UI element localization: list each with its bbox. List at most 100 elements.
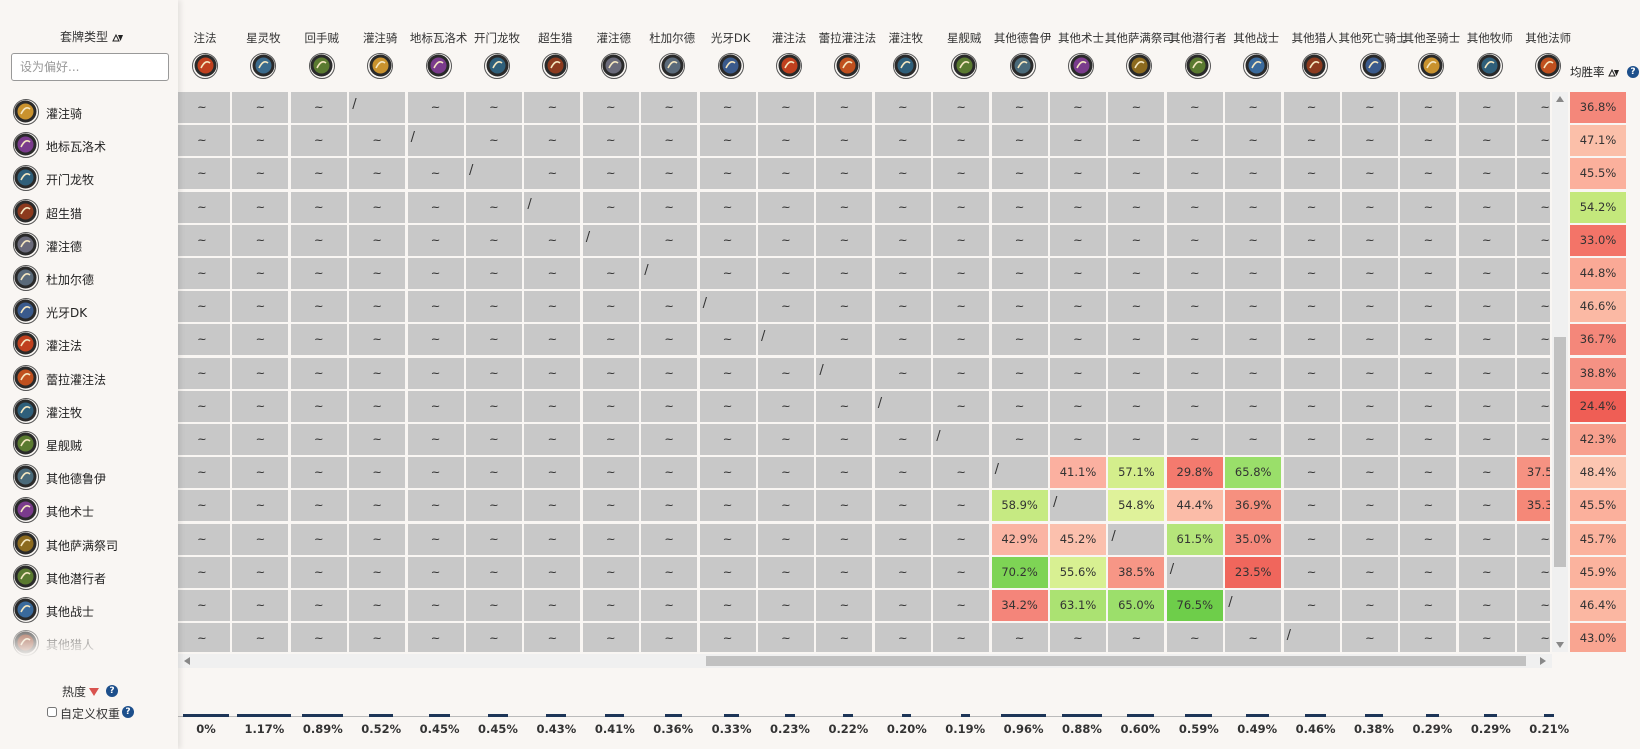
column-header[interactable]: 其他术士 bbox=[1052, 0, 1110, 88]
matchup-cell[interactable]: ~ bbox=[524, 92, 581, 123]
matchup-cell[interactable]: ~ bbox=[1225, 357, 1282, 389]
matchup-cell[interactable]: ~ bbox=[758, 590, 814, 621]
matchup-cell[interactable]: ~ bbox=[1050, 357, 1106, 389]
matchup-cell[interactable]: ~ bbox=[407, 523, 464, 555]
matchup-cell[interactable]: 29.8% bbox=[1166, 457, 1223, 489]
column-header[interactable]: 其他猎人 bbox=[1286, 0, 1344, 88]
matchup-cell[interactable]: 76.5% bbox=[1166, 590, 1223, 621]
matchup-cell[interactable]: ~ bbox=[933, 158, 990, 190]
matchup-cell[interactable]: ~ bbox=[1458, 424, 1515, 455]
matchup-cell[interactable]: ~ bbox=[1400, 158, 1457, 190]
matchup-cell[interactable]: ~ bbox=[758, 224, 814, 256]
matchup-cell[interactable]: ~ bbox=[407, 424, 464, 455]
column-header[interactable]: 其他死亡骑士 bbox=[1339, 0, 1408, 88]
matchup-cell[interactable]: ~ bbox=[1108, 92, 1165, 123]
matchup-cell[interactable]: ~ bbox=[1225, 224, 1282, 256]
matchup-cell[interactable]: 23.5% bbox=[1225, 556, 1282, 588]
matchup-cell[interactable]: ~ bbox=[1400, 258, 1457, 289]
matchup-cell[interactable]: ~ bbox=[1225, 424, 1282, 455]
matchup-cell[interactable]: ~ bbox=[178, 623, 230, 652]
matchup-cell[interactable]: ~ bbox=[349, 125, 406, 157]
matchup-cell[interactable]: ~ bbox=[991, 158, 1048, 190]
matchup-cell[interactable]: ~ bbox=[1517, 125, 1550, 157]
matchup-cell[interactable]: ~ bbox=[874, 490, 931, 522]
matchup-cell[interactable]: ~ bbox=[933, 291, 990, 323]
matchup-cell[interactable]: ~ bbox=[1050, 324, 1106, 356]
matchup-cell[interactable]: ~ bbox=[524, 623, 581, 652]
matchup-cell[interactable]: ~ bbox=[407, 291, 464, 323]
matchup-cell[interactable]: ~ bbox=[466, 490, 522, 522]
matchup-cell[interactable]: ~ bbox=[1283, 457, 1340, 489]
matchup-cell[interactable]: ~ bbox=[1342, 324, 1398, 356]
row-header[interactable]: 灌注牧 bbox=[0, 395, 178, 428]
matchup-cell[interactable]: ~ bbox=[641, 324, 698, 356]
column-header[interactable]: 其他潜行者 bbox=[1169, 0, 1227, 88]
matchup-cell[interactable]: ~ bbox=[524, 224, 581, 256]
deck-filter-input[interactable] bbox=[11, 53, 169, 81]
matchup-cell[interactable]: ~ bbox=[1166, 224, 1223, 256]
row-header[interactable]: 光牙DK bbox=[0, 295, 178, 328]
matchup-cell[interactable]: ~ bbox=[1342, 490, 1398, 522]
matchup-cell[interactable]: ~ bbox=[933, 357, 990, 389]
matchup-cell[interactable]: ~ bbox=[178, 357, 230, 389]
matchup-cell[interactable]: ~ bbox=[407, 158, 464, 190]
row-header[interactable]: 其他萨满祭司 bbox=[0, 528, 178, 561]
matchup-cell[interactable]: ~ bbox=[524, 357, 581, 389]
matchup-cell[interactable]: ~ bbox=[758, 490, 814, 522]
column-header[interactable]: 其他圣骑士 bbox=[1402, 0, 1460, 88]
matchup-cell[interactable]: ~ bbox=[1283, 158, 1340, 190]
matchup-cell[interactable]: ~ bbox=[1166, 324, 1223, 356]
matchup-cell[interactable]: ~ bbox=[933, 623, 990, 652]
matchup-cell[interactable]: ~ bbox=[1050, 158, 1106, 190]
matchup-cell[interactable]: ~ bbox=[874, 424, 931, 455]
matchup-cell[interactable]: ~ bbox=[874, 224, 931, 256]
matchup-cell[interactable]: ~ bbox=[641, 125, 698, 157]
matchup-cell[interactable]: ~ bbox=[1517, 224, 1550, 256]
matchup-cell[interactable]: ~ bbox=[816, 324, 873, 356]
sort-down-icon[interactable] bbox=[89, 688, 99, 696]
matchup-cell[interactable]: ~ bbox=[178, 324, 230, 356]
matchup-cell[interactable]: ~ bbox=[1050, 258, 1106, 289]
matchup-cell[interactable]: ~ bbox=[991, 623, 1048, 652]
matchup-cell[interactable]: ~ bbox=[349, 324, 406, 356]
matchup-cell[interactable]: ~ bbox=[582, 490, 639, 522]
matchup-cell[interactable]: ~ bbox=[232, 457, 289, 489]
matchup-cell[interactable]: ~ bbox=[466, 324, 522, 356]
matchup-cell[interactable]: ~ bbox=[641, 224, 698, 256]
matchup-cell[interactable]: ~ bbox=[178, 490, 230, 522]
matchup-cell[interactable]: ~ bbox=[699, 158, 756, 190]
row-header[interactable]: 灌注骑 bbox=[0, 96, 178, 129]
matchup-cell[interactable]: ~ bbox=[290, 158, 347, 190]
matchup-cell[interactable]: ~ bbox=[1166, 258, 1223, 289]
matchup-cell[interactable]: ~ bbox=[1225, 390, 1282, 422]
matchup-cell[interactable]: ~ bbox=[1517, 191, 1550, 223]
matchup-cell[interactable]: ~ bbox=[874, 92, 931, 123]
matchup-cell[interactable]: ~ bbox=[991, 357, 1048, 389]
matchup-cell[interactable]: ~ bbox=[349, 357, 406, 389]
matchup-cell[interactable]: ~ bbox=[1283, 424, 1340, 455]
matchup-cell[interactable]: ~ bbox=[1400, 490, 1457, 522]
matchup-cell[interactable]: ~ bbox=[1108, 291, 1165, 323]
matchup-cell[interactable]: ~ bbox=[641, 191, 698, 223]
matchup-cell[interactable]: / bbox=[699, 291, 756, 323]
matchup-cell[interactable]: ~ bbox=[1400, 390, 1457, 422]
matchup-cell[interactable]: / bbox=[816, 357, 873, 389]
matchup-cell[interactable]: ~ bbox=[1342, 291, 1398, 323]
matchup-cell[interactable]: ~ bbox=[1400, 291, 1457, 323]
column-header[interactable]: 其他牧师 bbox=[1461, 0, 1519, 88]
matchup-cell[interactable]: ~ bbox=[874, 556, 931, 588]
matchup-cell[interactable]: ~ bbox=[466, 623, 522, 652]
matchup-cell[interactable]: ~ bbox=[1458, 390, 1515, 422]
matchup-cell[interactable]: ~ bbox=[466, 92, 522, 123]
matchup-cell[interactable]: ~ bbox=[991, 92, 1048, 123]
matchup-cell[interactable]: ~ bbox=[232, 523, 289, 555]
matchup-cell[interactable]: ~ bbox=[466, 125, 522, 157]
matchup-cell[interactable]: ~ bbox=[1166, 158, 1223, 190]
matchup-cell[interactable]: ~ bbox=[699, 92, 756, 123]
matchup-cell[interactable]: ~ bbox=[178, 424, 230, 455]
matchup-cell[interactable]: ~ bbox=[641, 623, 698, 652]
matchup-cell[interactable]: ~ bbox=[1458, 490, 1515, 522]
matchup-cell[interactable]: ~ bbox=[641, 590, 698, 621]
matchup-cell[interactable]: ~ bbox=[758, 191, 814, 223]
matchup-cell[interactable]: ~ bbox=[232, 590, 289, 621]
